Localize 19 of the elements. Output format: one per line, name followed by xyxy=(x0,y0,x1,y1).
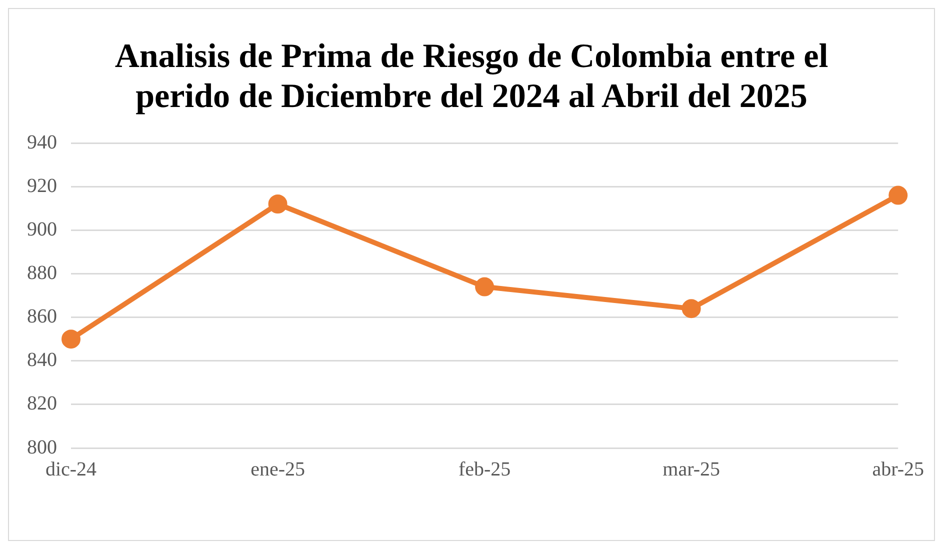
x-tick-label: ene-25 xyxy=(250,458,305,480)
y-tick-label: 800 xyxy=(27,436,57,458)
x-tick-label: feb-25 xyxy=(458,458,511,480)
point xyxy=(475,277,494,296)
y-tick-label: 820 xyxy=(27,392,57,415)
y-tick-label: 920 xyxy=(27,174,57,197)
point xyxy=(888,186,908,205)
chart-title: Analisis de Prima de Riesgo de Colombia entre el perido de Diciembre del 2024 al Abril del 2025 xyxy=(114,37,830,117)
y-tick-label: 840 xyxy=(27,349,57,372)
point xyxy=(62,330,80,349)
point xyxy=(682,299,701,318)
y-tick-label: 940 xyxy=(27,131,57,154)
y-tick-label: 900 xyxy=(27,218,57,240)
y-tick-label: 860 xyxy=(27,306,57,328)
y-tick-label: 880 xyxy=(27,262,57,284)
x-tick-label: dic-24 xyxy=(45,458,97,480)
x-tick-label: abr-25 xyxy=(872,458,924,480)
point xyxy=(268,194,288,214)
x-tick-label: mar-25 xyxy=(662,458,720,480)
